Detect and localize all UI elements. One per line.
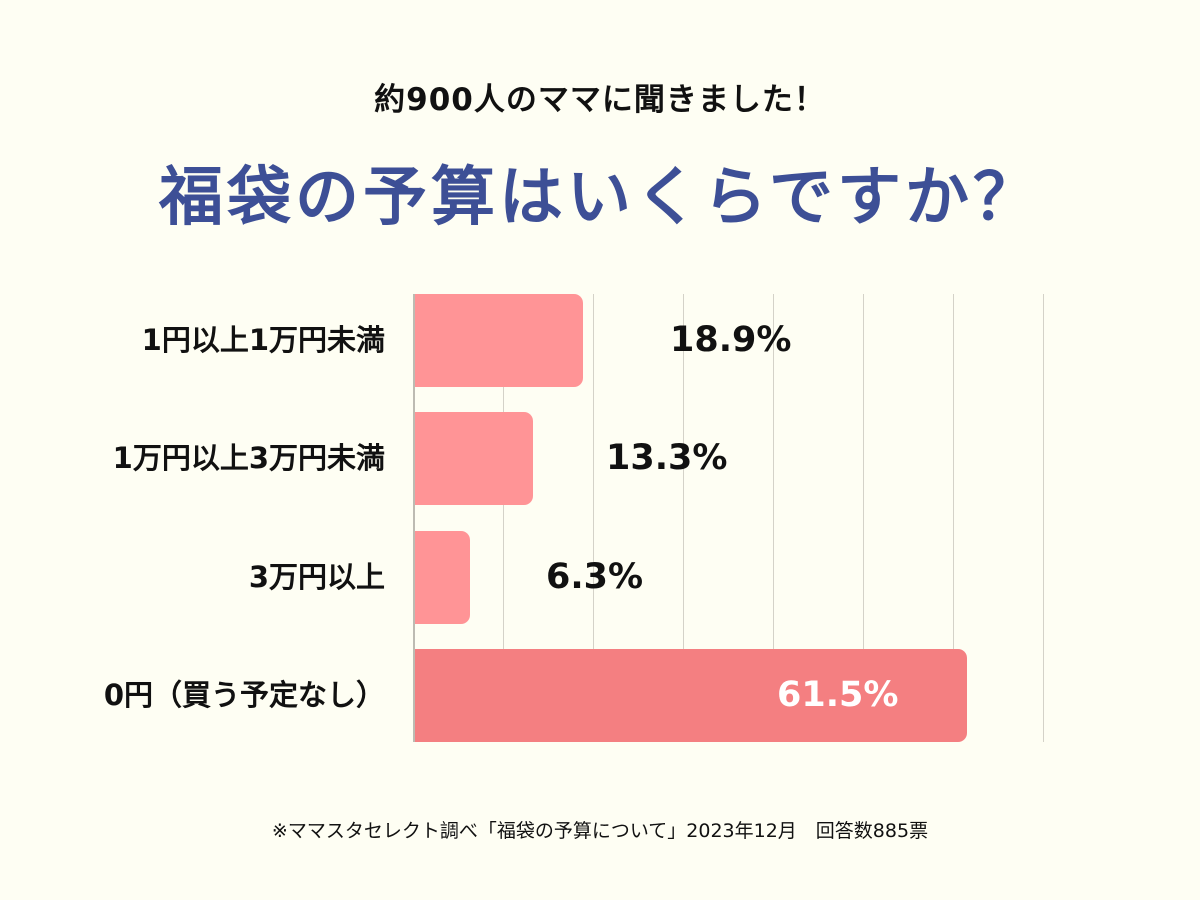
- chart-title: 福袋の予算はいくらですか？: [158, 161, 1042, 235]
- value-label: 61.5%: [777, 675, 899, 715]
- value-label: 13.3%: [606, 438, 728, 478]
- category-label: 3万円以上: [248, 560, 385, 594]
- y-axis-line: [413, 294, 415, 742]
- category-label: 1万円以上3万円未満: [112, 441, 385, 475]
- gridline: [863, 294, 864, 742]
- bar-chart-plot-area: 18.9% 13.3% 6.3% 61.5%: [413, 294, 1044, 742]
- bar-1-to-10000-yen: [413, 294, 584, 387]
- source-note: ※ママスタセレクト調べ「福袋の予算について」2023年12月 回答数885票: [271, 820, 929, 842]
- value-label: 18.9%: [670, 320, 792, 360]
- gridline: [683, 294, 684, 742]
- gridline: [593, 294, 594, 742]
- category-label: 0円（買う予定なし）: [103, 678, 385, 712]
- category-label: 1円以上1万円未満: [141, 323, 385, 357]
- gridline: [503, 294, 504, 742]
- chart-subtitle: 約900人のママに聞きました！: [374, 82, 826, 118]
- gridline: [1043, 294, 1044, 742]
- gridline: [773, 294, 774, 742]
- bar-10000-to-30000-yen: [413, 412, 533, 505]
- bar-30000-yen-plus: [413, 531, 470, 624]
- value-label: 6.3%: [546, 557, 644, 597]
- gridline: [953, 294, 954, 742]
- bar-zero-yen: [413, 649, 967, 742]
